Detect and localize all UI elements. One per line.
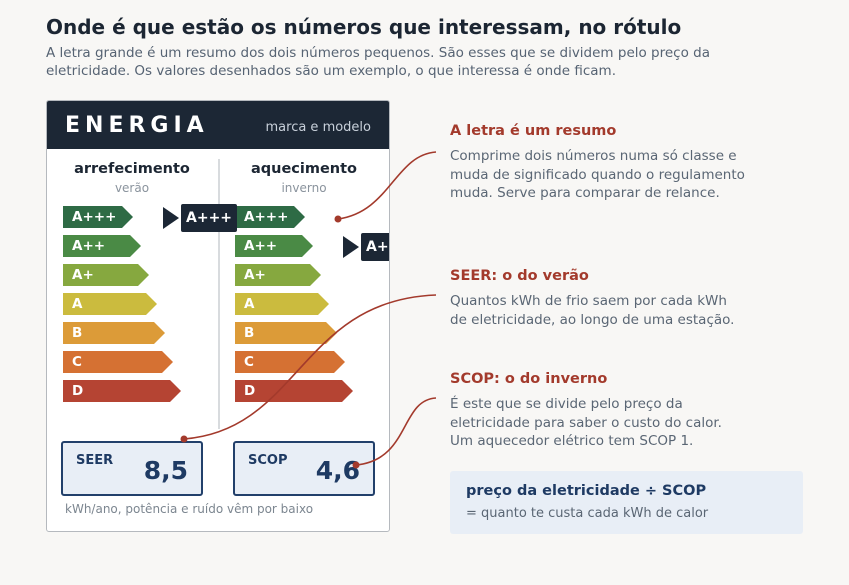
column-divider xyxy=(218,159,220,429)
label-model: marca e modelo xyxy=(265,120,372,135)
label-footnote: kWh/ano, potência e ruído vêm por baixo xyxy=(65,502,314,516)
heating-class-value: A++ xyxy=(361,233,389,261)
class-bar-cooling: A+ xyxy=(63,264,149,286)
annotation-seer-text: Quantos kWh de frio saem por cada kWh de… xyxy=(450,292,780,329)
connector-scop xyxy=(355,397,437,466)
connector-scop-dot xyxy=(352,461,360,469)
annotation-line: eletricidade para saber o custo do calor… xyxy=(450,414,722,431)
class-bar-heating: C xyxy=(235,351,345,373)
heating-subtitle: inverno xyxy=(281,181,327,195)
class-bar-cooling: A+++ xyxy=(63,206,133,228)
class-bar-heating: B xyxy=(235,322,337,344)
cooling-subtitle: verão xyxy=(114,181,150,195)
annotation-line: Quantos kWh de frio saem por cada kWh xyxy=(450,293,727,309)
annotation-letter-text: Comprime dois números numa só classe e m… xyxy=(450,147,780,203)
seer-box: SEER 8,5 xyxy=(61,441,203,496)
label-brand: ENERGIA xyxy=(65,113,209,138)
cooling-title: arrefecimento xyxy=(74,161,190,177)
cooling-class-value: A+++ xyxy=(181,204,238,232)
annotation-line: muda. Serve para comparar de relance. xyxy=(450,185,720,201)
scop-value: 4,6 xyxy=(315,456,360,485)
formula-expression: preço da eletricidade ÷ SCOP xyxy=(466,483,707,499)
seer-value: 8,5 xyxy=(143,456,188,485)
class-bar-cooling: B xyxy=(63,322,165,344)
formula-meaning: = quanto te custa cada kWh de calor xyxy=(466,506,709,521)
energy-label: ENERGIA marca e modelo arrefecimento ver… xyxy=(46,100,390,532)
class-bar-cooling: A xyxy=(63,293,157,315)
annotation-line: Comprime dois números numa só classe e xyxy=(450,148,737,164)
scop-label: SCOP xyxy=(248,453,288,468)
class-bar-heating: A+ xyxy=(235,264,321,286)
annotation-line: muda de significado quando o regulamento xyxy=(450,166,745,183)
marker-arrow-icon xyxy=(343,236,359,258)
class-bar-heating: A xyxy=(235,293,329,315)
class-bar-cooling: D xyxy=(63,380,181,402)
annotation-seer-title: SEER: o do verão xyxy=(450,268,589,284)
heating-title: aquecimento xyxy=(250,161,358,177)
seer-label: SEER xyxy=(76,453,114,468)
marker-arrow-icon xyxy=(163,207,179,229)
class-bar-heating: A++ xyxy=(235,235,313,257)
formula-box: preço da eletricidade ÷ SCOP = quanto te… xyxy=(450,471,803,534)
class-bar-cooling: C xyxy=(63,351,173,373)
class-bar-cooling: A++ xyxy=(63,235,141,257)
connector-letter xyxy=(337,151,437,220)
page-subtitle: A letra grande é um resumo dos dois núme… xyxy=(46,45,710,79)
annotation-scop-text: É este que se divide pelo preço da eletr… xyxy=(450,395,780,451)
page-title: Onde é que estão os números que interess… xyxy=(46,15,682,39)
annotation-line: de eletricidade, ao longo de uma estação… xyxy=(450,311,735,328)
connector-seer-dot xyxy=(180,435,188,443)
annotation-scop-title: SCOP: o do inverno xyxy=(450,371,608,387)
connector-seer xyxy=(183,294,437,440)
connector-letter-dot xyxy=(334,215,342,223)
class-bar-heating: D xyxy=(235,380,353,402)
label-header: ENERGIA marca e modelo xyxy=(47,101,389,149)
class-bar-heating: A+++ xyxy=(235,206,305,228)
annotation-line: É este que se divide pelo preço da xyxy=(450,396,683,412)
annotation-letter-title: A letra é um resumo xyxy=(450,123,617,139)
scop-box: SCOP 4,6 xyxy=(233,441,375,496)
annotation-line: Um aquecedor elétrico tem SCOP 1. xyxy=(450,433,694,449)
